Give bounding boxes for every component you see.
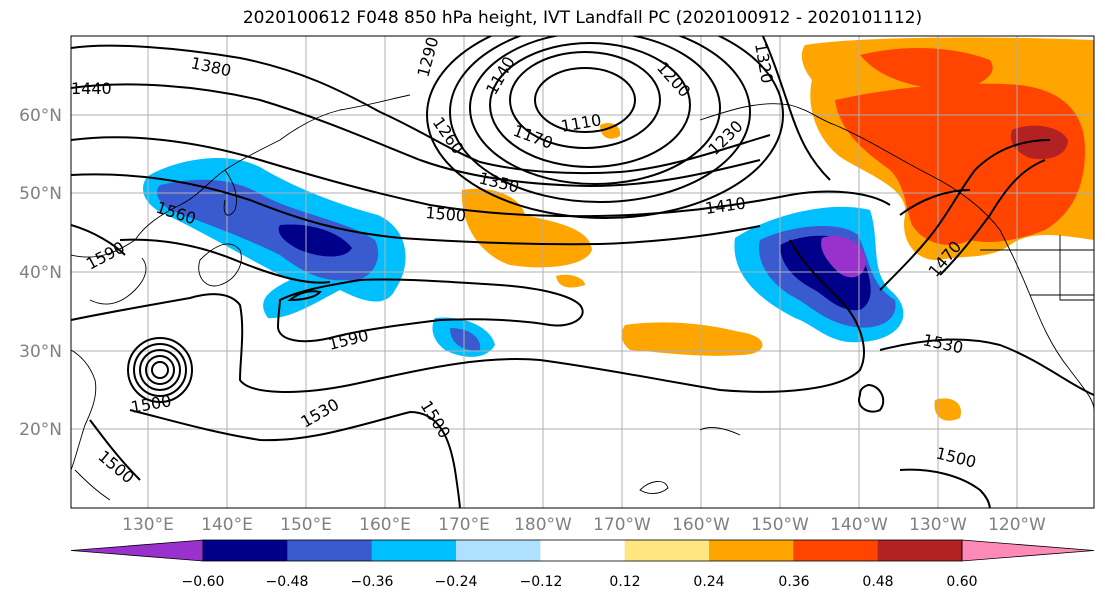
lon-label: 170°W — [593, 515, 651, 535]
colorbar-tick: 0.60 — [946, 574, 977, 590]
ivt-shading — [143, 37, 1094, 421]
lon-label: 130°E — [122, 515, 174, 535]
colorbar-tick: −0.36 — [351, 574, 394, 590]
graticule — [71, 36, 1094, 508]
colorbar-extend-low — [70, 539, 204, 562]
colorbar-tick: −0.24 — [435, 574, 478, 590]
lon-label: 150°E — [280, 515, 332, 535]
lon-label: 170°E — [438, 515, 490, 535]
colorbar: −0.60 −0.48 −0.36 −0.24 −0.12 0.12 0.24 … — [70, 539, 1095, 590]
colorbar-cell — [624, 540, 710, 561]
colorbar-cell — [540, 540, 626, 561]
colorbar-outline — [202, 539, 963, 562]
colorbar-extend-high — [961, 539, 1095, 562]
contour-label: 1500 — [425, 203, 467, 225]
colorbar-tick: 0.36 — [778, 574, 809, 590]
colorbar-cell — [793, 540, 879, 561]
map-title: 2020100612 F048 850 hPa height, IVT Land… — [242, 8, 923, 28]
height-contours — [71, 36, 1094, 508]
lon-label: 140°E — [201, 515, 253, 535]
colorbar-cell — [877, 540, 963, 561]
colorbar-cell — [456, 540, 541, 561]
colorbar-tick: 0.12 — [609, 574, 640, 590]
colorbar-ticks: −0.60 −0.48 −0.36 −0.24 −0.12 0.12 0.24 … — [182, 574, 978, 590]
colorbar-tick: −0.12 — [520, 574, 563, 590]
latitude-labels: 60°N 50°N 40°N 30°N 20°N — [19, 106, 62, 440]
colorbar-tick: 0.48 — [862, 574, 893, 590]
coastlines — [71, 94, 1094, 501]
lon-label: 180°W — [514, 515, 572, 535]
lon-label: 120°W — [988, 515, 1046, 535]
lat-label: 60°N — [19, 106, 62, 126]
colorbar-tick: −0.48 — [266, 574, 309, 590]
lon-label: 150°W — [751, 515, 809, 535]
lon-label: 160°W — [672, 515, 730, 535]
colorbar-cell — [371, 540, 457, 561]
colorbar-cells — [70, 539, 1095, 562]
colorbar-cell — [709, 540, 794, 561]
longitude-labels: 130°E 140°E 150°E 160°E 170°E 180°W 170°… — [122, 515, 1046, 535]
colorbar-cell — [287, 540, 373, 561]
map-frame — [70, 35, 1095, 509]
colorbar-tick: 0.24 — [693, 574, 724, 590]
lon-label: 140°W — [830, 515, 888, 535]
colorbar-cell — [203, 540, 288, 561]
lat-label: 40°N — [19, 263, 62, 283]
lat-label: 50°N — [19, 184, 62, 204]
lat-label: 20°N — [19, 420, 62, 440]
lon-label: 130°W — [909, 515, 967, 535]
lon-label: 160°E — [359, 515, 411, 535]
colorbar-tick: −0.60 — [182, 574, 225, 590]
lat-label: 30°N — [19, 342, 62, 362]
contour-label: 1440 — [71, 79, 112, 98]
